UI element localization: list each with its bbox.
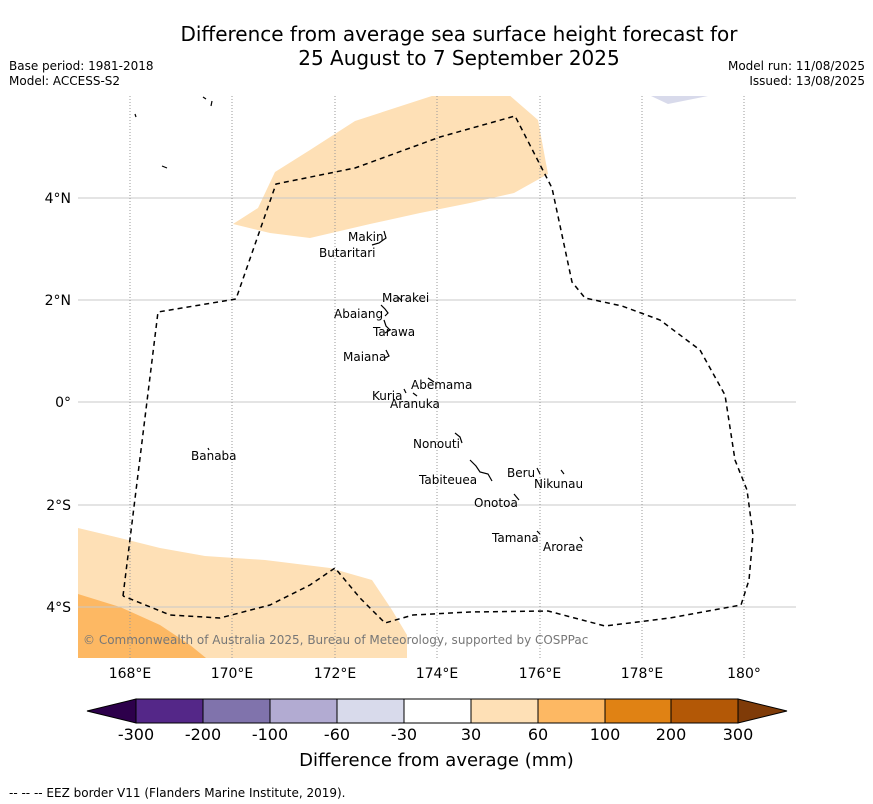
place-tabiteuea: Tabiteuea bbox=[418, 473, 477, 487]
place-maiana: Maiana bbox=[343, 350, 386, 364]
lat-tick-2n: 2°N bbox=[45, 293, 71, 309]
place-banaba: Banaba bbox=[191, 449, 237, 463]
place-nikunau: Nikunau bbox=[534, 477, 583, 491]
place-tamana: Tamana bbox=[491, 531, 539, 545]
colorbar-bin-5 bbox=[403, 698, 472, 724]
place-kuria: Kuria bbox=[372, 389, 403, 403]
colorbar-tick-100: 100 bbox=[589, 725, 621, 744]
colorbar-label: Difference from average (mm) bbox=[299, 750, 574, 771]
lon-tick-176e: 176°E bbox=[519, 666, 562, 682]
place-abemama: Abemama bbox=[411, 378, 472, 392]
eez-footnote: -- -- -- EEZ border V11 (Flanders Marine… bbox=[9, 786, 346, 800]
anomaly-lavender-patch bbox=[651, 96, 708, 104]
colorbar-bin-7 bbox=[537, 698, 606, 724]
metadata-left: Base period: 1981-2018 Model: ACCESS-S2 bbox=[9, 59, 154, 89]
model-run: Model run: 11/08/2025 bbox=[727, 59, 865, 73]
colorbar-tick-neg100: -100 bbox=[251, 725, 289, 744]
longitude-gridlines bbox=[129, 96, 745, 658]
colorbar-tick-200: 200 bbox=[655, 725, 687, 744]
place-onotoa: Onotoa bbox=[474, 496, 518, 510]
place-tarawa: Tarawa bbox=[372, 325, 415, 339]
place-names: Makin Butaritari Marakei Abaiang Tarawa … bbox=[191, 230, 583, 554]
colorbar-extend-low bbox=[86, 698, 137, 724]
place-nonouti: Nonouti bbox=[413, 437, 460, 451]
lat-tick-2s: 2°S bbox=[46, 498, 71, 514]
colorbar-tick-neg60: -60 bbox=[323, 725, 351, 744]
model-name: Model: ACCESS-S2 bbox=[9, 74, 121, 88]
place-beru: Beru bbox=[507, 466, 535, 480]
metadata-right: Model run: 11/08/2025 Issued: 13/08/2025 bbox=[728, 59, 865, 89]
copyright-notice: © Commonwealth of Australia 2025, Bureau… bbox=[83, 633, 588, 647]
title-line-2: 25 August to 7 September 2025 bbox=[298, 46, 620, 70]
colorbar-bin-8 bbox=[604, 698, 672, 724]
place-butaritari: Butaritari bbox=[319, 246, 376, 260]
longitude-tick-labels: 168°E 170°E 172°E 174°E 176°E 178°E 180° bbox=[109, 666, 761, 682]
lat-tick-0: 0° bbox=[55, 395, 71, 411]
colorbar-tick-300: 300 bbox=[722, 725, 754, 744]
colorbar-bin-6 bbox=[470, 698, 539, 724]
place-abaiang: Abaiang bbox=[334, 307, 383, 321]
colorbar-tick-neg30: -30 bbox=[390, 725, 418, 744]
colorbar-extend-high bbox=[737, 698, 788, 724]
place-marakei: Marakei bbox=[382, 291, 429, 305]
issued-date: Issued: 13/08/2025 bbox=[749, 74, 865, 88]
place-makin: Makin bbox=[348, 230, 384, 244]
lon-tick-180: 180° bbox=[727, 666, 761, 682]
colorbar-tick-neg200: -200 bbox=[184, 725, 222, 744]
lon-tick-174e: 174°E bbox=[416, 666, 459, 682]
colorbar-tick-30: 30 bbox=[460, 725, 482, 744]
lon-tick-172e: 172°E bbox=[314, 666, 357, 682]
colorbar-bin-4 bbox=[336, 698, 405, 724]
lon-tick-170e: 170°E bbox=[211, 666, 254, 682]
colorbar-tick-60: 60 bbox=[527, 725, 549, 744]
lon-tick-178e: 178°E bbox=[621, 666, 664, 682]
place-arorae: Arorae bbox=[543, 540, 583, 554]
colorbar-tick-neg300: -300 bbox=[117, 725, 155, 744]
eez-border bbox=[122, 115, 754, 627]
colorbar-bin-3 bbox=[269, 698, 338, 724]
anomaly-30-60-north bbox=[233, 96, 548, 238]
anomaly-60-100-south bbox=[78, 594, 206, 658]
base-period: Base period: 1981-2018 bbox=[9, 59, 154, 73]
colorbar-bin-9 bbox=[670, 698, 739, 724]
colorbar-bin-1 bbox=[135, 698, 204, 724]
title-line-1: Difference from average sea surface heig… bbox=[180, 22, 738, 46]
place-aranuka: Aranuka bbox=[390, 397, 440, 411]
lat-tick-4n: 4°N bbox=[45, 191, 71, 207]
island-outlines bbox=[134, 96, 584, 542]
colorbar bbox=[86, 698, 788, 724]
latitude-tick-labels: 4°N 2°N 0° 2°S 4°S bbox=[45, 191, 72, 616]
lat-tick-4s: 4°S bbox=[46, 600, 71, 616]
map-area: Makin Butaritari Marakei Abaiang Tarawa … bbox=[78, 96, 796, 658]
colorbar-bin-2 bbox=[202, 698, 271, 724]
lon-tick-168e: 168°E bbox=[109, 666, 152, 682]
